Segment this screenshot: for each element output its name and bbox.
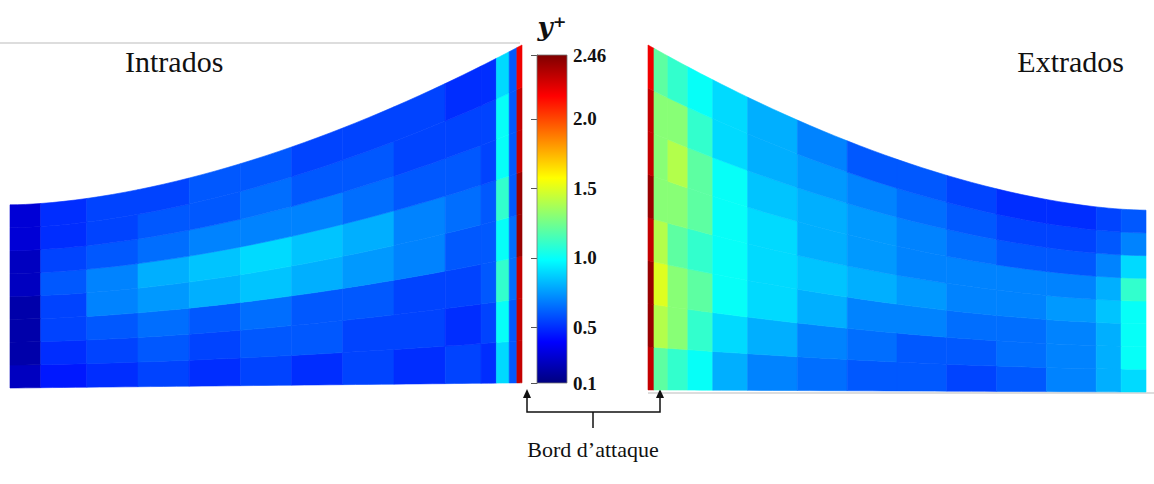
svg-text:Bord d’attaque: Bord d’attaque xyxy=(527,437,658,462)
svg-text:0.5: 0.5 xyxy=(573,317,597,338)
svg-text:1.5: 1.5 xyxy=(573,178,597,199)
svg-text:Extrados: Extrados xyxy=(1017,45,1124,78)
svg-text:Intrados: Intrados xyxy=(125,45,223,78)
svg-text:0.1: 0.1 xyxy=(573,373,597,394)
svg-text:2.0: 2.0 xyxy=(573,108,597,129)
svg-text:2.46: 2.46 xyxy=(573,45,606,66)
svg-text:y⁺: y⁺ xyxy=(537,12,567,42)
svg-text:1.0: 1.0 xyxy=(573,247,597,268)
